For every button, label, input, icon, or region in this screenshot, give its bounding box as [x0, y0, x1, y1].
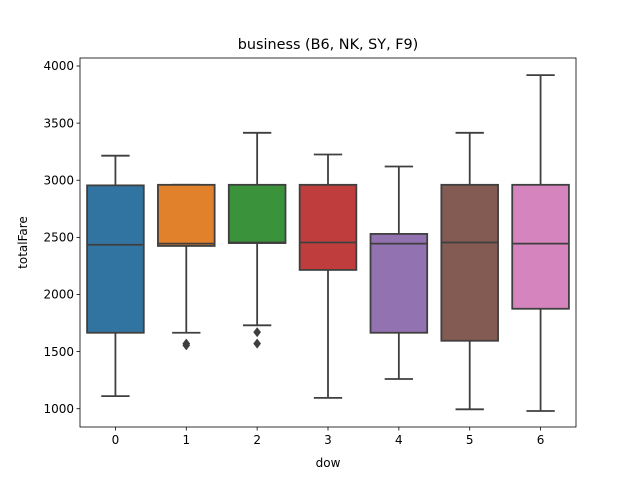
box-group-dow-2	[227, 131, 287, 349]
x-axis-label: dow	[316, 456, 341, 470]
box-group-dow-3	[298, 153, 358, 399]
x-tick-label: 0	[112, 433, 120, 447]
y-tick-label: 3000	[43, 173, 74, 187]
box-iqr	[369, 233, 429, 334]
outlier-point	[182, 338, 191, 349]
x-tick-label: 5	[466, 433, 474, 447]
x-tick-label: 4	[395, 433, 403, 447]
outlier-point	[253, 327, 262, 338]
y-axis-ticks: 1000 1500 2000 2500 3000 3500 4000	[43, 59, 80, 416]
y-tick-label: 2500	[43, 231, 74, 245]
box-group-dow-4	[369, 165, 429, 380]
y-tick-label: 2000	[43, 288, 74, 302]
box-iqr	[86, 184, 145, 334]
box-iqr	[511, 183, 570, 310]
x-tick-label: 3	[324, 433, 332, 447]
y-tick-label: 4000	[43, 59, 74, 73]
y-axis-label: totalFare	[16, 216, 30, 269]
x-tick-label: 6	[537, 433, 545, 447]
box-group-dow-5	[440, 131, 499, 411]
y-tick-label: 3500	[43, 116, 74, 130]
x-axis-ticks: 0 1 2 3 4 5 6	[112, 427, 545, 447]
x-tick-label: 2	[253, 433, 261, 447]
box-group-dow-1	[157, 183, 216, 351]
outlier-point	[253, 338, 262, 349]
box-group-dow-6	[511, 74, 570, 412]
y-tick-label: 1500	[43, 345, 74, 359]
box-iqr	[440, 183, 499, 342]
box-group-dow-0	[86, 154, 145, 398]
box-iqr	[157, 183, 216, 247]
y-tick-label: 1000	[43, 402, 74, 416]
box-iqr	[298, 183, 358, 271]
x-tick-label: 1	[182, 433, 190, 447]
boxes-layer	[86, 74, 570, 412]
box-iqr	[227, 183, 287, 244]
chart-title: business (B6, NK, SY, F9)	[238, 37, 419, 53]
